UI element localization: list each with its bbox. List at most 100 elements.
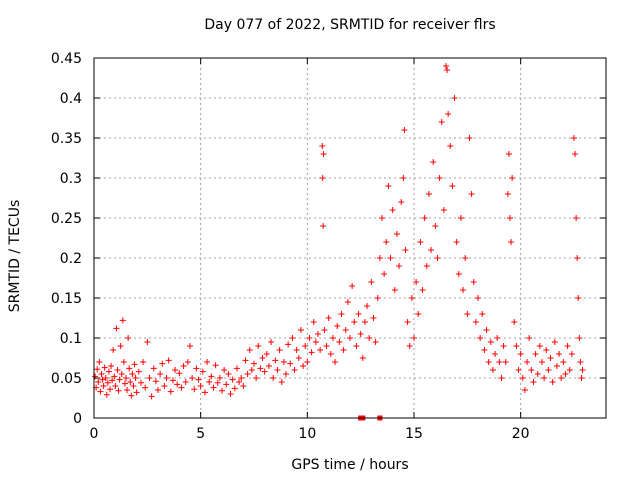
data-point	[101, 364, 108, 371]
data-point	[359, 355, 366, 361]
data-point	[485, 359, 492, 365]
data-point	[504, 191, 511, 197]
y-tick-label: 0	[73, 411, 82, 427]
data-point	[150, 365, 157, 372]
axis-ticks: 0 5 10 15 20 0 0.05 0.1 0.15 0.2 0.25 0.3 0.35 0.4 0.4…	[51, 51, 606, 442]
data-point	[579, 367, 586, 373]
data-point	[206, 379, 213, 385]
data-point	[130, 383, 137, 389]
data-point	[451, 95, 458, 101]
data-point	[404, 319, 411, 325]
data-point	[287, 360, 294, 367]
data-point	[436, 175, 443, 181]
data-point	[515, 367, 522, 373]
data-point	[578, 375, 585, 381]
data-point	[280, 359, 287, 365]
data-point	[113, 325, 120, 332]
data-point	[536, 343, 543, 349]
data-point	[502, 359, 509, 365]
y-axis-label: SRMTID / TECUs	[7, 199, 23, 313]
data-point	[562, 371, 569, 377]
data-point	[385, 183, 392, 189]
data-point	[336, 339, 343, 345]
data-point	[472, 319, 479, 325]
data-point	[223, 381, 230, 388]
data-point	[297, 327, 304, 333]
data-point	[98, 371, 105, 377]
data-point	[155, 387, 161, 393]
data-point	[560, 359, 567, 365]
data-point	[242, 357, 249, 364]
data-point	[445, 111, 452, 117]
data-point	[425, 191, 432, 197]
chart-title: Day 077 of 2022, SRMTID for receiver flr…	[204, 17, 496, 33]
data-point	[208, 373, 215, 380]
data-point	[353, 343, 360, 349]
y-tick-label: 0.4	[60, 91, 82, 107]
data-point	[513, 343, 520, 349]
data-point	[117, 343, 124, 349]
data-point	[132, 375, 139, 381]
data-point	[481, 347, 488, 353]
data-point	[564, 343, 571, 349]
data-point	[319, 143, 326, 149]
data-point	[470, 279, 477, 285]
data-point	[304, 359, 311, 365]
data-point	[169, 377, 176, 384]
data-point	[116, 376, 123, 383]
data-point	[259, 355, 266, 361]
x-tick-label: 5	[196, 426, 205, 442]
data-point	[137, 379, 144, 386]
data-point	[543, 347, 550, 353]
data-point	[227, 391, 234, 397]
data-point	[372, 339, 379, 345]
data-point	[174, 381, 181, 388]
data-point	[428, 247, 435, 253]
data-point	[225, 371, 232, 377]
data-point	[210, 384, 217, 391]
data-point	[231, 385, 238, 392]
data-point	[253, 375, 260, 381]
data-point	[325, 315, 332, 321]
data-point	[123, 375, 129, 381]
data-point	[317, 347, 324, 353]
data-point	[443, 63, 449, 69]
x-tick-label: 0	[90, 426, 99, 442]
data-point	[176, 370, 183, 377]
data-point	[94, 366, 101, 373]
data-point	[327, 351, 334, 357]
data-point	[575, 295, 582, 301]
data-point	[361, 319, 368, 325]
data-point	[498, 375, 505, 381]
data-point	[413, 279, 420, 285]
data-point	[312, 339, 319, 345]
y-tick-label: 0.25	[51, 211, 82, 227]
data-point	[532, 351, 539, 357]
data-point	[310, 319, 317, 325]
data-point	[468, 191, 475, 197]
data-point	[453, 239, 460, 245]
data-point	[233, 365, 240, 372]
data-point	[332, 359, 339, 365]
data-point	[340, 347, 347, 353]
y-tick-label: 0.2	[60, 251, 82, 267]
data-point	[549, 379, 556, 385]
data-point	[423, 263, 430, 269]
data-point	[505, 151, 512, 157]
data-point	[370, 315, 377, 321]
data-point	[457, 215, 464, 221]
data-point	[291, 367, 298, 373]
data-point	[483, 327, 490, 333]
data-point	[148, 393, 155, 400]
data-point	[216, 375, 223, 381]
data-point	[398, 199, 405, 205]
data-point	[366, 335, 373, 341]
data-point	[329, 335, 336, 341]
data-point	[511, 319, 518, 325]
data-point	[320, 223, 327, 229]
data-point	[184, 359, 191, 365]
data-point	[161, 383, 168, 389]
data-point	[396, 263, 403, 269]
data-point	[124, 387, 131, 393]
data-point	[201, 389, 208, 396]
